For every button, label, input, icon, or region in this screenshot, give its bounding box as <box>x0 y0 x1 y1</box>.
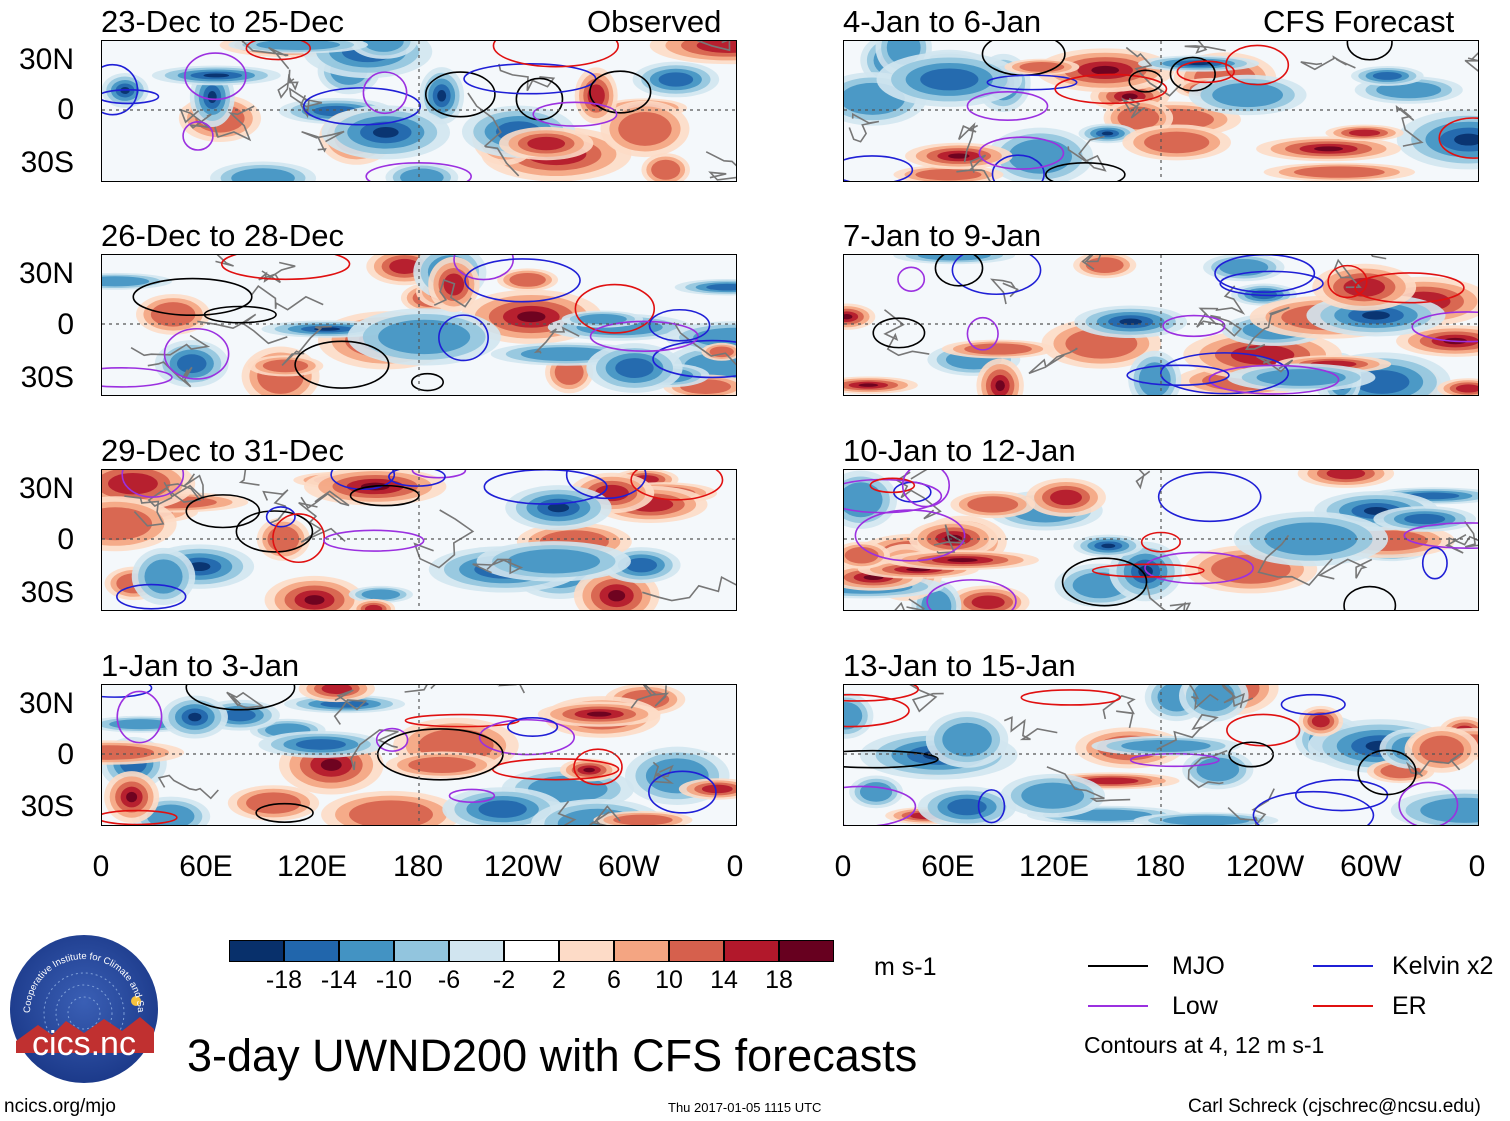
legend-er-line <box>1313 1005 1373 1007</box>
ylab-30s-4: 30S <box>20 790 74 823</box>
xlab-r-120w: 120W <box>1225 850 1305 883</box>
ylab-30n-3: 30N <box>18 472 74 505</box>
ylab-30n-1: 30N <box>18 43 74 76</box>
colorbar-label: -14 <box>320 966 358 994</box>
ylab-30s-2: 30S <box>20 361 74 394</box>
ylab-30n-2: 30N <box>18 257 74 290</box>
observed-tag: Observed <box>587 4 722 39</box>
colorbar-label: -6 <box>437 966 461 994</box>
ylab-eq-2: 0 <box>57 308 74 341</box>
legend-er-label: ER <box>1392 992 1427 1020</box>
map-panel-obs-3 <box>101 469 737 611</box>
footer-credit: Carl Schreck (cjschrec@ncsu.edu) <box>1188 1096 1481 1117</box>
xlab-l-120e: 120E <box>276 850 348 883</box>
logo-text: cics.nc <box>32 1025 136 1063</box>
cics-logo-graphic: Cooperative Institute for Climate and Sa… <box>5 925 158 1083</box>
cics-logo: Cooperative Institute for Climate and Sa… <box>5 925 160 1085</box>
colorbar-label: -18 <box>265 966 303 994</box>
xlab-l-60e: 60E <box>179 850 233 883</box>
footer-timestamp: Thu 2017-01-05 1115 UTC <box>668 1100 822 1115</box>
xlab-l-120w: 120W <box>483 850 563 883</box>
colorbar-swatch <box>394 940 449 962</box>
xlab-r-60w: 60W <box>1340 850 1402 883</box>
ylab-30n-4: 30N <box>18 687 74 720</box>
ylab-30s-3: 30S <box>20 576 74 609</box>
colorbar-swatch <box>669 940 724 962</box>
map-field <box>102 470 736 610</box>
colorbar-swatch <box>779 940 834 962</box>
legend-kelvin-label: Kelvin x2 <box>1392 952 1494 980</box>
colorbar-label: 10 <box>655 966 683 994</box>
xlab-r-60e: 60E <box>921 850 975 883</box>
colorbar-label: 6 <box>607 966 621 994</box>
panel-title-fc-2: 7-Jan to 9-Jan <box>843 218 1042 253</box>
map-field <box>844 41 1478 181</box>
main-title: 3-day UWND200 with CFS forecasts <box>187 1030 918 1081</box>
legend-kelvin-line <box>1313 965 1373 967</box>
map-field <box>844 470 1478 610</box>
map-field <box>102 685 736 825</box>
map-panel-obs-4 <box>101 684 737 826</box>
colorbar-swatch <box>449 940 504 962</box>
contour-note: Contours at 4, 12 m s-1 <box>1084 1032 1325 1058</box>
ylab-eq-4: 0 <box>57 738 74 771</box>
colorbar-label: 14 <box>710 966 738 994</box>
map-panel-obs-1 <box>101 40 737 182</box>
panel-title-obs-4: 1-Jan to 3-Jan <box>101 648 300 683</box>
colorbar-swatch <box>559 940 614 962</box>
xlab-r-0: 0 <box>834 850 852 883</box>
panel-title-fc-4: 13-Jan to 15-Jan <box>843 648 1076 683</box>
panel-title-fc-1: 4-Jan to 6-Jan <box>843 4 1042 39</box>
panel-title-obs-3: 29-Dec to 31-Dec <box>101 433 344 468</box>
xlab-r-0e: 0 <box>1468 850 1486 883</box>
map-field <box>844 685 1478 825</box>
xlab-l-0e: 0 <box>726 850 744 883</box>
map-field <box>102 41 736 181</box>
xlab-r-120e: 120E <box>1018 850 1090 883</box>
footer-url: ncics.org/mjo <box>4 1096 116 1117</box>
map-field <box>102 255 736 395</box>
panel-title-obs-1: 23-Dec to 25-Dec <box>101 4 344 39</box>
colorbar-swatch <box>724 940 779 962</box>
panel-title-fc-3: 10-Jan to 12-Jan <box>843 433 1076 468</box>
legend-mjo-line <box>1088 965 1148 967</box>
xlab-r-180: 180 <box>1134 850 1186 883</box>
legend-low-line <box>1088 1005 1148 1007</box>
xlab-l-0: 0 <box>92 850 110 883</box>
map-panel-fc-3 <box>843 469 1479 611</box>
ylab-eq-1: 0 <box>57 93 74 126</box>
colorbar-label: 2 <box>552 966 566 994</box>
panel-title-obs-2: 26-Dec to 28-Dec <box>101 218 344 253</box>
map-panel-fc-4 <box>843 684 1479 826</box>
colorbar-unit: m s-1 <box>874 953 937 981</box>
colorbar-label: -10 <box>375 966 413 994</box>
colorbar-label: 18 <box>765 966 793 994</box>
map-panel-obs-2 <box>101 254 737 396</box>
map-field <box>844 255 1478 395</box>
xlab-l-60w: 60W <box>598 850 660 883</box>
colorbar-swatch <box>339 940 394 962</box>
colorbar-swatch <box>504 940 559 962</box>
legend-low-label: Low <box>1172 992 1218 1020</box>
colorbar-label: -2 <box>492 966 516 994</box>
forecast-tag: CFS Forecast <box>1263 4 1455 39</box>
colorbar-swatch <box>284 940 339 962</box>
colorbar-swatch <box>614 940 669 962</box>
colorbar-swatch <box>229 940 284 962</box>
map-panel-fc-2 <box>843 254 1479 396</box>
xlab-l-180: 180 <box>392 850 444 883</box>
legend-mjo-label: MJO <box>1172 952 1225 980</box>
map-panel-fc-1 <box>843 40 1479 182</box>
ylab-eq-3: 0 <box>57 523 74 556</box>
ylab-30s-1: 30S <box>20 146 74 179</box>
